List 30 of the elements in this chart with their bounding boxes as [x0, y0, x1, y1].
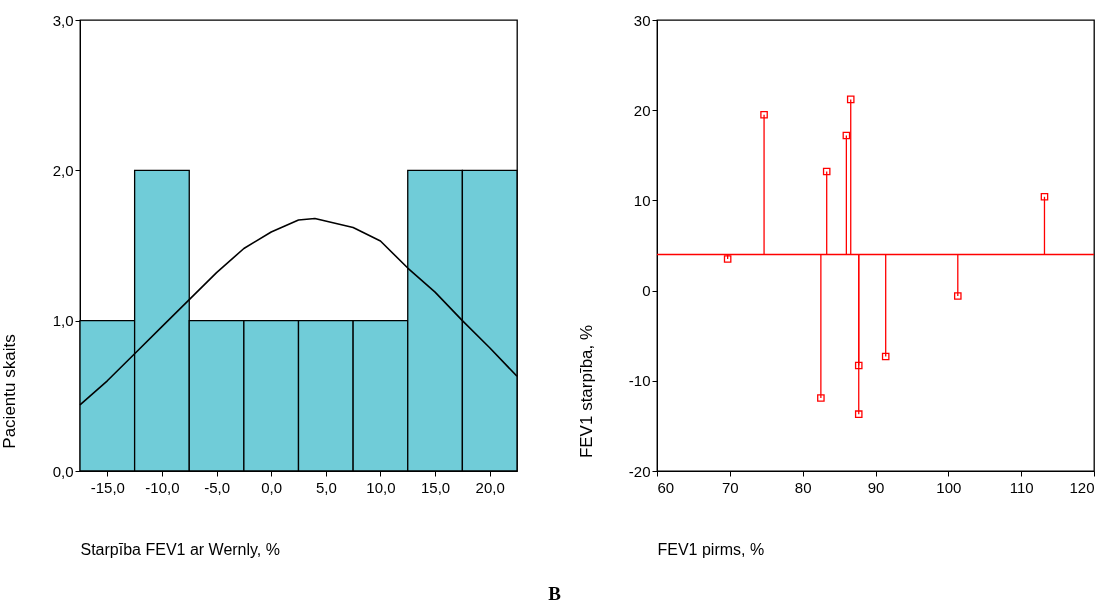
x-tick-label: 100 [936, 478, 962, 496]
x-tick-label: 120 [1069, 478, 1095, 496]
y-axis-title: Pacientu skaits [0, 334, 19, 449]
y-tick-label: 2,0 [52, 161, 74, 179]
x-tick-label: -10,0 [145, 478, 180, 496]
x-axis-title: FEV1 pirms, % [657, 540, 765, 558]
y-tick-label: -20 [628, 462, 651, 480]
x-tick-label: 110 [1009, 478, 1034, 496]
text: B [547, 583, 562, 605]
x-tick-label: 20,0 [475, 478, 505, 496]
y-tick-label: 20 [633, 101, 651, 119]
x-axis-title: Starpība FEV1 ar Wernly, % [80, 540, 280, 558]
x-tick-label: 70 [721, 478, 739, 496]
x-tick-label: 0,0 [261, 478, 283, 496]
x-tick-label: 60 [657, 478, 675, 496]
y-tick-label: 0 [642, 282, 651, 300]
x-tick-label: 80 [794, 478, 812, 496]
y-tick-label: 30 [633, 11, 651, 29]
x-tick-label: 90 [867, 478, 885, 496]
x-tick-label: 15,0 [420, 478, 451, 496]
y-tick-label: 1,0 [52, 312, 74, 330]
y-tick-label: -10 [628, 372, 651, 390]
y-tick-label: 10 [633, 191, 651, 209]
x-tick-label: -5,0 [204, 478, 230, 496]
y-tick-label: 0,0 [52, 462, 74, 480]
y-axis-title: FEV1 starpība, % [576, 324, 596, 459]
y-tick-label: 3,0 [52, 11, 74, 29]
x-tick-label: 10,0 [366, 478, 396, 496]
x-tick-label: 5,0 [315, 478, 337, 496]
x-tick-label: -15,0 [90, 478, 125, 496]
